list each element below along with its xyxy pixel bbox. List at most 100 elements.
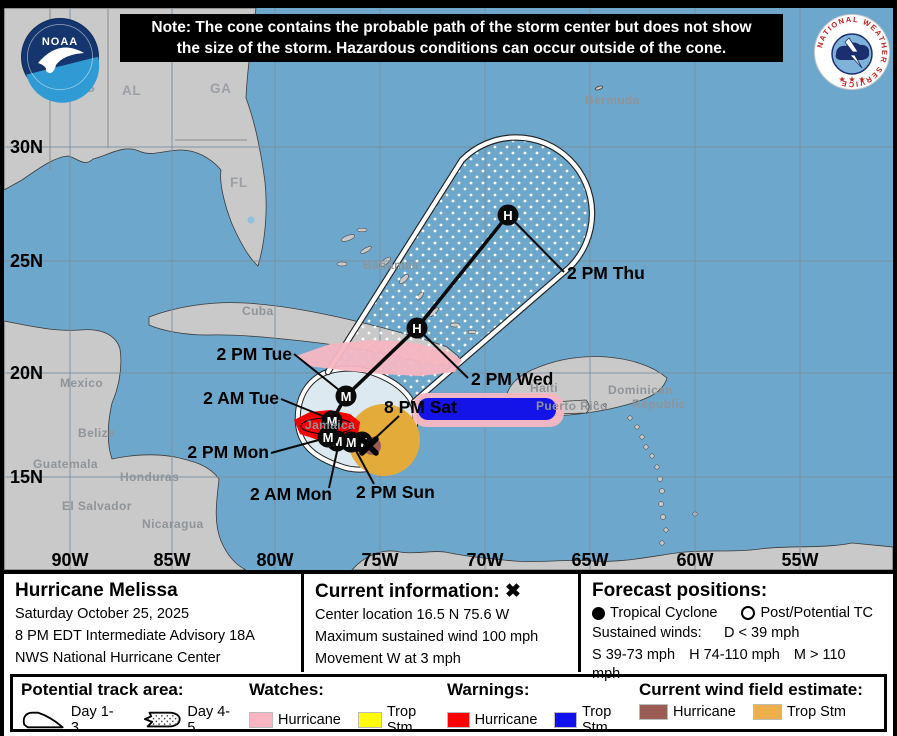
watches-title: Watches: xyxy=(249,680,324,699)
track-area-title: Potential track area: xyxy=(21,680,184,699)
lon-label: 65W xyxy=(571,550,608,570)
lon-label: 55W xyxy=(781,550,818,570)
forecast-positions-panel: Forecast positions: Tropical Cyclone Pos… xyxy=(578,574,893,682)
marker-letter: M xyxy=(323,430,334,445)
lat-label: 20N xyxy=(10,363,43,383)
label-connectors xyxy=(270,216,565,489)
place-labels: MS AL GA FL Mexico Belize Guatemala Hond… xyxy=(33,80,685,531)
windfield-tropstm-swatch xyxy=(752,704,782,720)
lon-label: 60W xyxy=(676,550,713,570)
forecast-map: M M M M M M H H 8 PM Sat 2 P xyxy=(0,0,897,570)
sustained-winds-label: Sustained winds: xyxy=(592,625,702,641)
lat-label: 30N xyxy=(10,137,43,157)
track-time-label: 2 PM Mon xyxy=(187,442,269,462)
warning-tropstm-swatch xyxy=(554,712,577,728)
marker-letter: M xyxy=(327,414,338,429)
label-honduras: Honduras xyxy=(120,470,179,484)
forecast-marker xyxy=(321,410,343,432)
label-bermuda: Bermuda xyxy=(585,93,640,107)
max-wind: Maximum sustained wind 100 mph xyxy=(315,628,539,645)
current-info-panel: Current information: ✖ Center location 1… xyxy=(301,574,578,672)
track-time-label: 2 AM Tue xyxy=(203,388,279,408)
legend-wrap: Potential track area: Day 1-3 Day 4-5 Wa… xyxy=(0,672,897,736)
label-el-salvador: El Salvador xyxy=(62,499,132,513)
watch-hurricane-label: Hurricane xyxy=(278,712,341,728)
wind-category-h: H 74-110 mph xyxy=(689,646,780,663)
lat-label: 25N xyxy=(10,251,43,271)
storm-advisory: 8 PM EDT Intermediate Advisory 18A xyxy=(15,627,255,644)
current-info-title: Current information: ✖ xyxy=(315,580,572,603)
land-south-america xyxy=(351,542,894,570)
label-cuba: Cuba xyxy=(242,304,274,318)
warning-tropstm-label: Trop Stm xyxy=(581,704,612,736)
windfield-tropstm-area xyxy=(348,404,420,476)
marker-letter: M xyxy=(346,435,357,450)
storm-info-panel: Hurricane Melissa Saturday October 25, 2… xyxy=(4,574,301,672)
storm-title: Hurricane Melissa xyxy=(15,580,178,601)
label-haiti: Haiti xyxy=(530,381,558,395)
day45-label: Day 4-5 xyxy=(187,704,231,736)
legend-warnings: Warnings: Hurricane Trop Stm xyxy=(447,680,639,736)
cone-note-line1: Note: The cone contains the probable pat… xyxy=(151,18,752,36)
graticule-labels: 30N 25N 20N 15N 90W 85W 80W 75W 70W 65W … xyxy=(10,137,819,570)
watch-hurricane-cuba xyxy=(296,340,462,376)
track-time-label: 2 PM Thu xyxy=(567,263,645,283)
label-guatemala: Guatemala xyxy=(33,457,98,471)
forecast-positions-title: Forecast positions: xyxy=(592,580,768,601)
land-central-america xyxy=(3,320,247,570)
map-frame xyxy=(0,0,897,570)
marker-letter: M xyxy=(341,389,352,404)
windfield-hurricane-label: Hurricane xyxy=(673,704,736,720)
track-time-label: 2 PM Wed xyxy=(471,369,553,389)
marker-letter: H xyxy=(503,208,512,223)
legend-track-area: Potential track area: Day 1-3 Day 4-5 xyxy=(21,680,249,736)
forecast-markers: M M M M M M H H xyxy=(317,204,519,453)
wind-category-m: M > 110 mph xyxy=(592,646,846,682)
noaa-logo: NOAA xyxy=(21,18,100,103)
lon-label: 70W xyxy=(466,550,503,570)
label-jamaica: Jamaica xyxy=(305,418,355,432)
noaa-bird-icon xyxy=(38,47,84,73)
legend-box: Potential track area: Day 1-3 Day 4-5 Wa… xyxy=(10,674,887,736)
forecast-marker xyxy=(335,385,357,407)
windfield-hurricane-swatch xyxy=(639,704,668,720)
lon-label: 85W xyxy=(153,550,190,570)
track-time-label: 8 PM Sat xyxy=(384,397,457,417)
track-time-labels: 8 PM Sat 2 PM Sun 2 AM Mon 2 PM Mon 2 AM… xyxy=(187,263,644,504)
forecast-marker xyxy=(317,426,339,448)
forecast-marker xyxy=(497,204,519,226)
current-position-symbol: ✖ xyxy=(505,581,521,602)
label-ga: GA xyxy=(210,81,231,96)
center-location: Center location 16.5 N 75.6 W xyxy=(315,607,510,623)
lat-label: 15N xyxy=(10,467,43,487)
warnings-title: Warnings: xyxy=(447,680,530,699)
post-potential-tc-circle-icon xyxy=(741,606,756,620)
legend-wind-field: Current wind field estimate: Hurricane T… xyxy=(639,680,878,729)
wind-category-s: S 39-73 mph xyxy=(592,646,676,663)
track-time-label: 2 PM Sun xyxy=(356,482,435,502)
cone-day45-border xyxy=(325,135,595,405)
info-row: Hurricane Melissa Saturday October 25, 2… xyxy=(0,570,897,682)
marker-letter: H xyxy=(412,321,421,336)
tropical-cyclone-label: Tropical Cyclone xyxy=(610,605,718,621)
movement: Movement W at 3 mph xyxy=(315,650,461,667)
cone-note-line2: the size of the storm. Hazardous conditi… xyxy=(176,40,727,57)
watch-tropstm-swatch xyxy=(357,712,382,728)
nws-logo-stars: ★ ★ ★ xyxy=(838,75,865,84)
storm-agency: NWS National Hurricane Center xyxy=(15,649,221,666)
label-nicaragua: Nicaragua xyxy=(142,517,204,531)
cone-note: Note: The cone contains the probable pat… xyxy=(120,14,783,62)
cone-day13-icon xyxy=(22,711,64,729)
warning-tropstm-hispaniola xyxy=(418,398,556,420)
warning-hurricane-swatch xyxy=(447,712,470,728)
nws-logo: NATIONAL WEATHER SERVICE ★ ★ ★ xyxy=(814,14,890,90)
nws-lightning-icon xyxy=(844,37,863,69)
lake-okeechobee xyxy=(247,216,255,224)
bermuda-island xyxy=(594,85,604,91)
noaa-logo-text: NOAA xyxy=(42,36,78,48)
cone-day45-icon xyxy=(143,711,181,728)
label-puerto-rico: Puerto Rico xyxy=(536,399,608,413)
warning-hurricane-label: Hurricane xyxy=(474,712,538,728)
graticule xyxy=(4,8,893,570)
